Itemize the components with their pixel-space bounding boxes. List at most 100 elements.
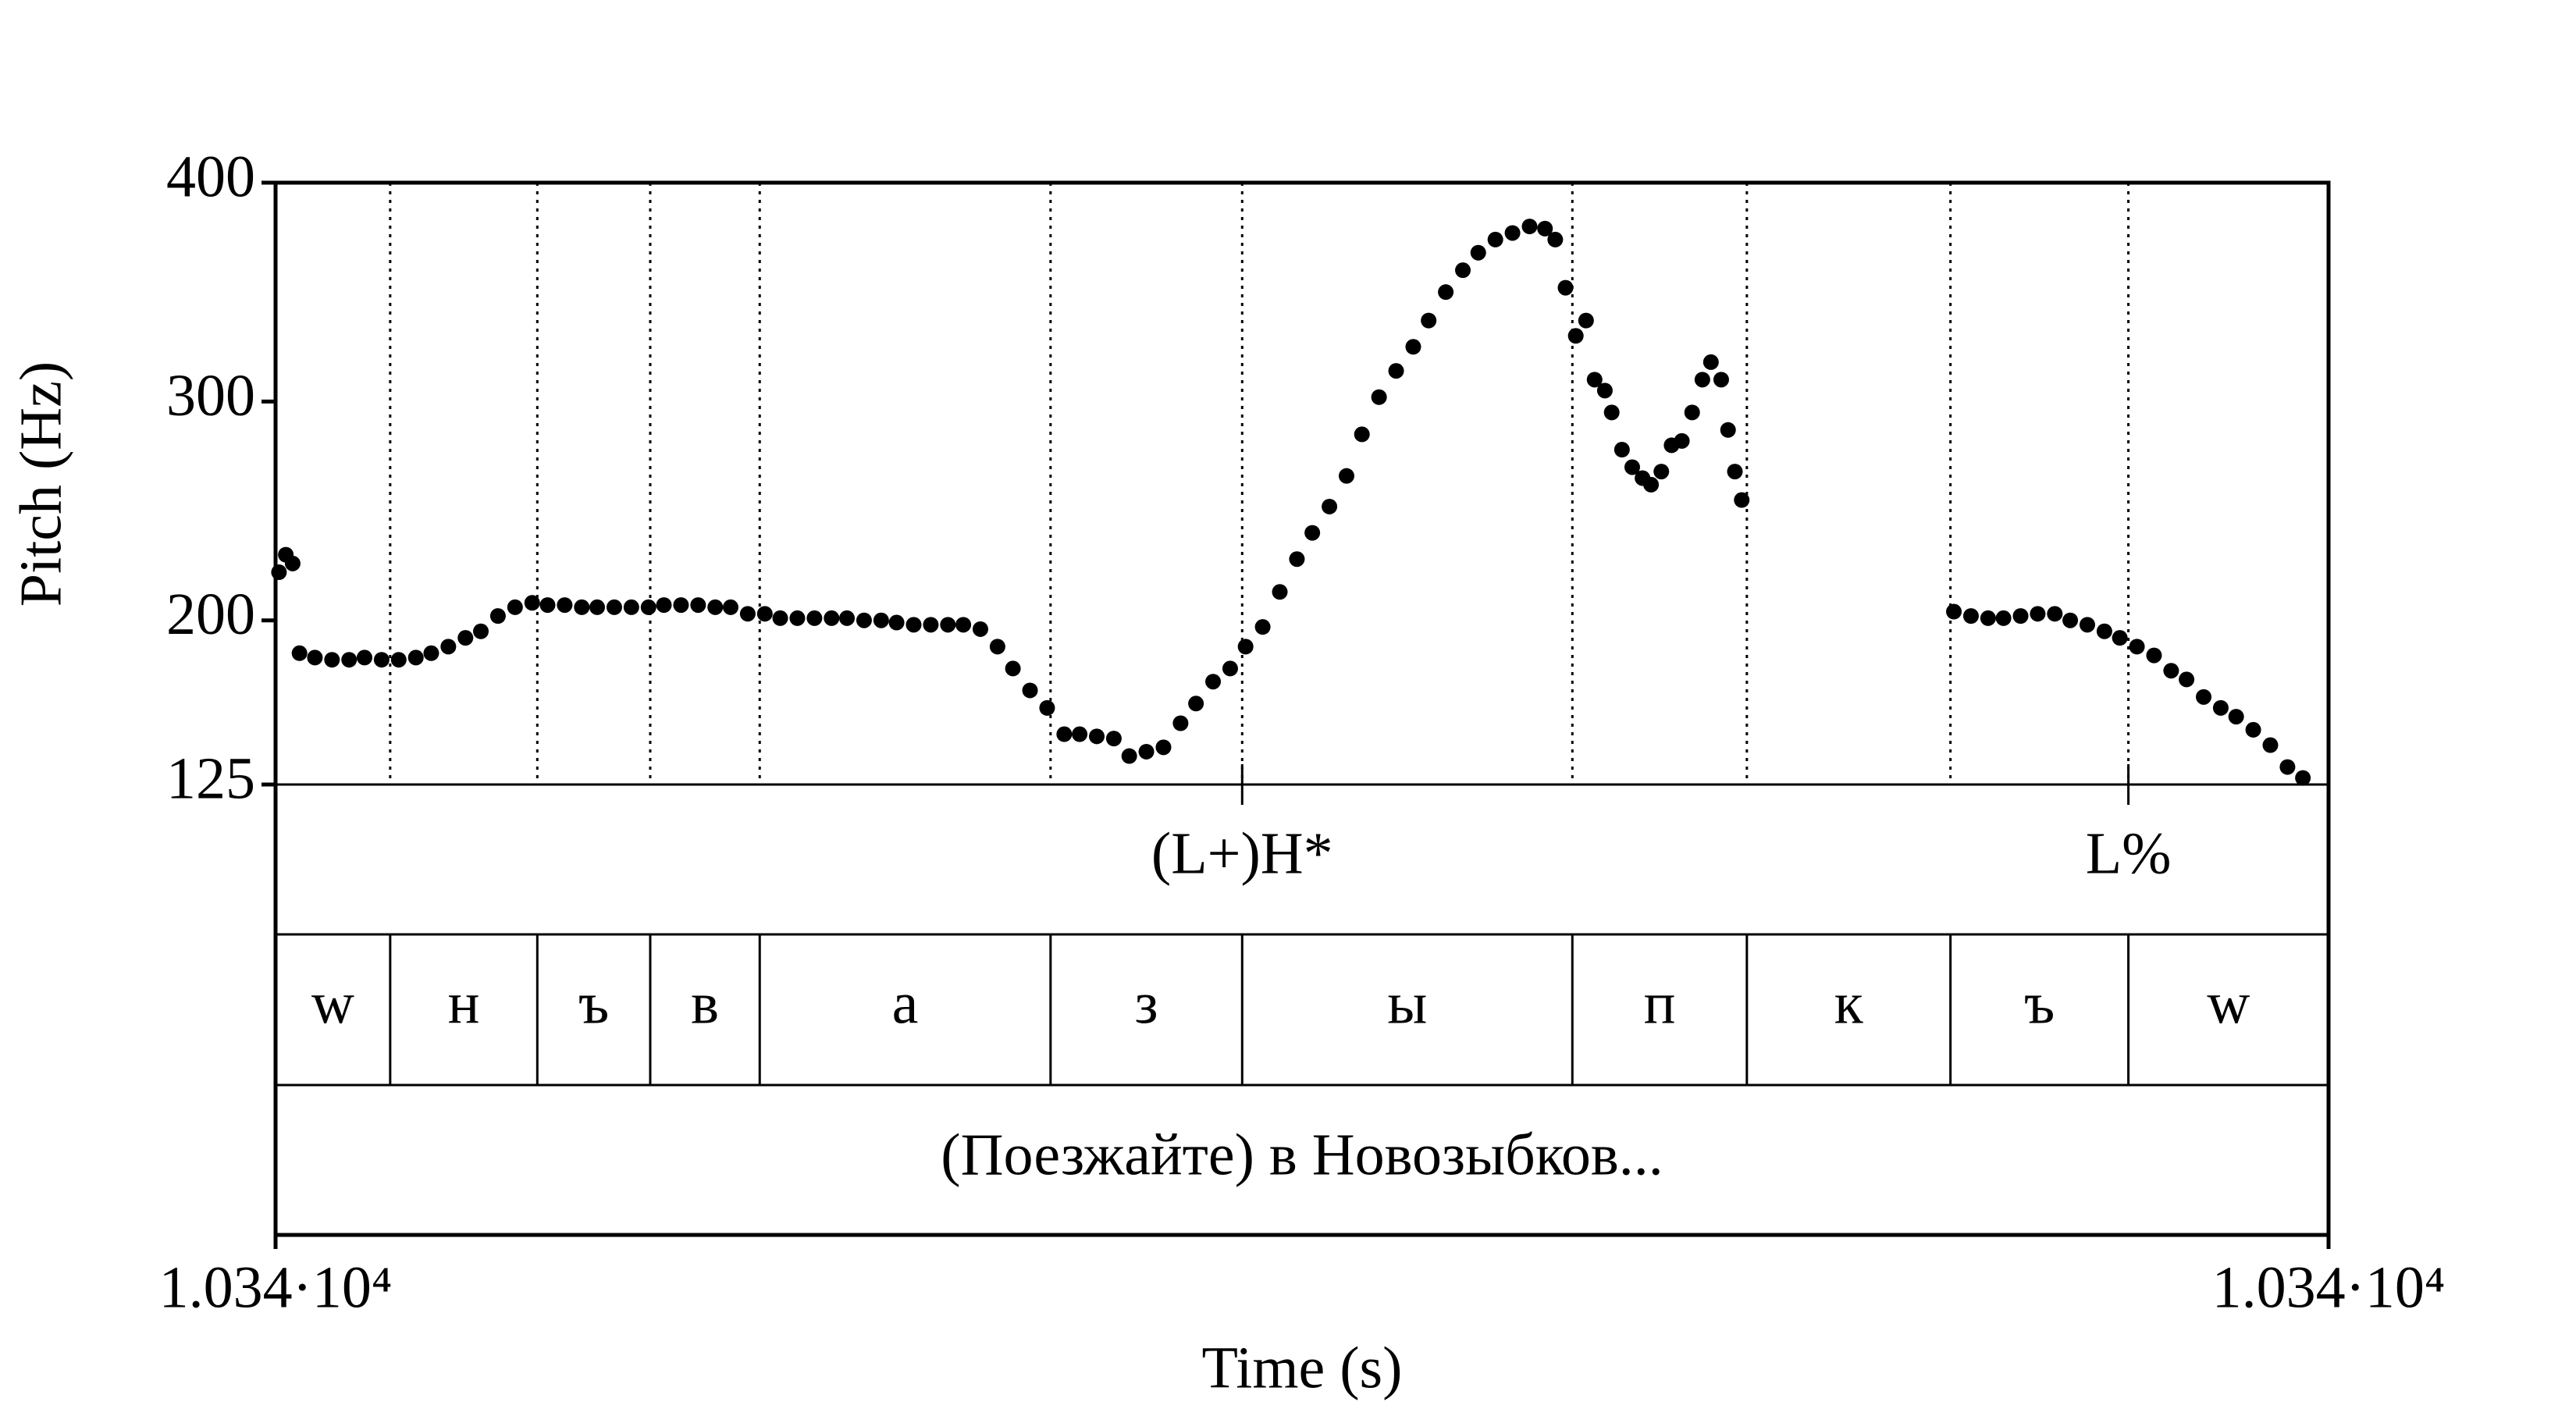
pitch-point: [557, 597, 573, 614]
pitch-point: [1089, 728, 1105, 745]
pitch-point: [656, 597, 672, 614]
pitch-point: [972, 621, 988, 637]
pitch-point: [1470, 244, 1486, 261]
segment-label: п: [1644, 970, 1676, 1036]
pitch-point: [2079, 617, 2095, 633]
pitch-point: [1188, 696, 1204, 712]
pitch-point: [1421, 312, 1437, 329]
pitch-point: [457, 630, 474, 646]
pitch-point: [1172, 715, 1189, 731]
pitch-point: [1155, 739, 1172, 756]
pitch-point: [623, 599, 639, 615]
pitch-point: [423, 645, 439, 661]
pitch-point: [1547, 231, 1564, 247]
pitch-point: [2212, 699, 2229, 716]
pitch-point: [789, 610, 806, 626]
segment-label: н: [448, 970, 480, 1036]
segment-label: ъ: [2024, 970, 2055, 1036]
pitch-point: [1684, 404, 1700, 421]
pitch-point: [722, 599, 738, 615]
pitch-point: [1304, 525, 1321, 541]
y-axis-label: Pitch (Hz): [8, 361, 73, 607]
pitch-point: [2096, 623, 2112, 639]
pitch-point: [1237, 639, 1254, 655]
segment-label: w: [2207, 970, 2250, 1036]
segment-label: ъ: [578, 970, 609, 1036]
segment-label: к: [1834, 970, 1863, 1036]
pitch-point: [473, 623, 489, 639]
pitch-point: [1674, 432, 1690, 449]
pitch-point: [1713, 372, 1729, 388]
pitch-point: [2196, 688, 2212, 705]
pitch-point: [539, 597, 556, 614]
pitch-point: [1205, 674, 1222, 690]
pitch-point: [1272, 584, 1288, 600]
frame: [273, 180, 2331, 1237]
pitch-point: [824, 610, 840, 626]
pitch-point: [739, 606, 756, 622]
pitch-point: [1289, 551, 1305, 568]
pitch-point: [2129, 639, 2145, 655]
y-tick-label: 125: [166, 745, 255, 811]
pitch-point: [1022, 682, 1038, 699]
pitch-point: [839, 610, 856, 626]
pitch-point: [2279, 759, 2296, 775]
pitch-point: [690, 597, 706, 614]
pitch-point: [756, 606, 773, 622]
pitch-point: [2047, 606, 2063, 622]
pitch-point: [1056, 726, 1073, 742]
pitch-point: [1946, 603, 1962, 620]
pitch-point: [1578, 312, 1594, 329]
x-tick-label: 1.034·10⁴: [159, 1254, 393, 1320]
pitch-point: [856, 612, 872, 628]
pitch-point: [606, 599, 622, 615]
pitch-point: [489, 608, 506, 624]
pitch-point: [407, 649, 424, 666]
pitch-point: [2030, 606, 2046, 622]
pitch-point: [589, 599, 606, 615]
pitch-point: [2179, 671, 2195, 688]
pitch-point: [1614, 442, 1630, 458]
pitch-point: [1504, 225, 1521, 241]
segment-label: w: [311, 970, 354, 1036]
pitch-point: [2228, 709, 2244, 725]
segment-label: в: [691, 970, 719, 1036]
pitch-point: [2112, 630, 2128, 646]
pitch-point: [923, 617, 939, 633]
pitch-point: [2012, 608, 2029, 624]
pitch-point: [1072, 726, 1088, 742]
pitch-point: [307, 649, 323, 666]
pitch-point: [955, 617, 972, 633]
y-tick-label: 200: [166, 582, 255, 647]
pitch-point: [390, 652, 407, 668]
pitch-point: [1322, 498, 1338, 514]
pitch-point: [1338, 468, 1354, 484]
pitch-point: [2062, 612, 2079, 628]
pitch-point: [1254, 619, 1271, 635]
pitch-point: [1653, 464, 1670, 480]
pitch-point: [1694, 372, 1710, 388]
pitch-point: [1371, 389, 1387, 405]
pitch-point: [1727, 464, 1743, 480]
pitch-point: [1354, 426, 1370, 443]
pitch-point: [1487, 231, 1503, 247]
segment-label: з: [1135, 970, 1158, 1036]
y-tick-label: 400: [166, 144, 255, 209]
pitch-point: [1557, 279, 1574, 296]
pitch-point: [2245, 721, 2261, 738]
pitch-point: [440, 639, 457, 655]
pitch-point: [2295, 770, 2311, 786]
y-tick-label: 300: [166, 363, 255, 429]
pitch-point: [1388, 363, 1404, 379]
pitch-point: [940, 617, 956, 633]
pitch-point: [1567, 328, 1584, 344]
pitch-point: [1586, 372, 1603, 388]
pitch-point: [906, 617, 922, 633]
pitch-point: [1962, 608, 1979, 624]
pitch-point: [1138, 743, 1155, 760]
pitch-point: [707, 599, 724, 615]
pitch-point: [1121, 748, 1137, 764]
pitch-point: [1624, 459, 1640, 475]
pitch-point: [341, 652, 358, 668]
